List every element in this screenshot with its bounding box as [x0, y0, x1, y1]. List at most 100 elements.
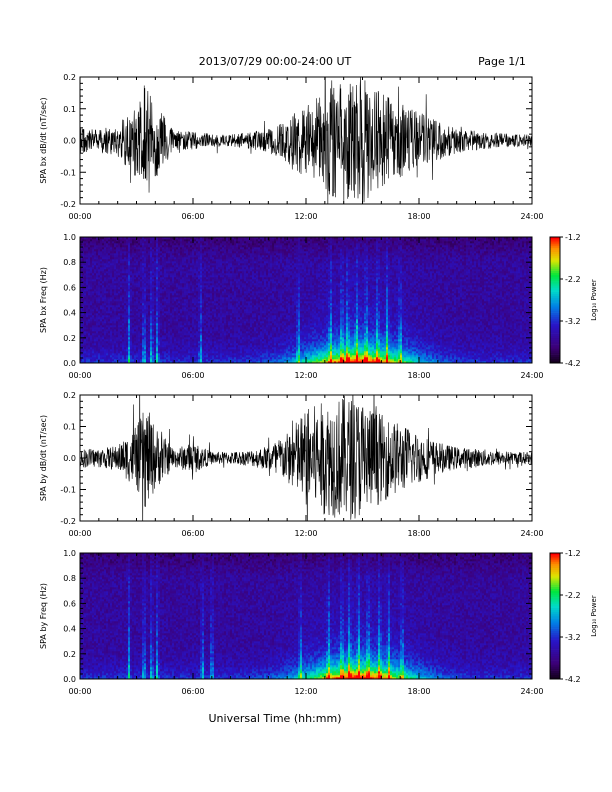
page-number: Page 1/1 [478, 55, 526, 68]
colorbar-bx: -1.2 -2.2 -3.2 -4.2 Log₁₀ Power [549, 233, 598, 368]
colorbar-cell [550, 618, 560, 621]
colorbar-cell [550, 603, 560, 606]
x-tick-label: 00:00 [68, 371, 91, 380]
y-tick-label: 0.0 [63, 359, 76, 368]
y-tick-label: 0.4 [63, 625, 76, 634]
colorbar-cell [550, 580, 560, 583]
colorbar-cell [550, 335, 560, 339]
y-tick-label: 0.2 [63, 650, 76, 659]
colorbar-cell [550, 595, 560, 598]
dbdt-trace [80, 77, 532, 204]
colorbar-cell [550, 565, 560, 568]
y-tick-label: 1.0 [63, 549, 76, 558]
x-tick-label: 12:00 [294, 212, 317, 221]
colorbar-by: -1.2 -2.2 -3.2 -4.2 Log₁₀ Power [549, 549, 598, 684]
colorbar-tick-label: -1.2 [565, 549, 581, 558]
colorbar-cell [550, 597, 560, 600]
colorbar-tick-label: -4.2 [565, 359, 581, 368]
colorbar-cell [550, 350, 560, 353]
colorbar-cell [550, 620, 560, 623]
colorbar-cell [550, 658, 560, 661]
dbdt-trace [80, 395, 532, 521]
x-tick-label: 18:00 [407, 371, 430, 380]
y-tick-label: 0.0 [63, 454, 76, 463]
colorbar-cell [550, 557, 560, 560]
colorbar-cell [550, 264, 560, 267]
colorbar-cell [550, 592, 560, 596]
colorbar-cell [550, 643, 560, 646]
colorbar-cell [550, 649, 560, 652]
colorbar-cell [550, 607, 560, 610]
colorbar-cell [550, 253, 560, 257]
colorbar-cell [550, 287, 560, 290]
colorbar-cell [550, 624, 560, 627]
x-tick-label: 24:00 [520, 529, 543, 538]
x-tick-label: 00:00 [68, 529, 91, 538]
colorbar-tick-label: -3.2 [565, 633, 581, 642]
colorbar-cell [550, 291, 560, 294]
colorbar-cell [550, 354, 560, 357]
y-axis-title: SPA bx Freq (Hz) [39, 267, 48, 333]
by-spectrogram-panel: 00:00 06:00 12:00 18:00 24:00 0.0 0.2 0.4 0.6 0.8… [39, 549, 544, 696]
x-tick-label: 06:00 [181, 529, 204, 538]
colorbar-cell [550, 266, 560, 269]
colorbar-cell [550, 245, 560, 248]
colorbar-cell [550, 578, 560, 581]
colorbar-cell [550, 308, 560, 311]
x-tick-label: 12:00 [294, 529, 317, 538]
colorbar-cell [550, 346, 560, 349]
colorbar-frame [549, 236, 561, 364]
colorbar-cell [550, 306, 560, 309]
colorbar-cell [550, 342, 560, 345]
colorbar-cell [550, 293, 560, 297]
colorbar-cell [550, 274, 560, 278]
colorbar-cell [550, 555, 560, 558]
colorbar-cell [550, 601, 560, 604]
colorbar-cell [550, 674, 560, 678]
colorbar-cell [550, 666, 560, 669]
colorbar-cell [550, 325, 560, 328]
colorbar-cell [550, 279, 560, 282]
y-tick-label: 0.8 [63, 258, 76, 267]
colorbar-cell [550, 352, 560, 355]
y-tick-label: 0.6 [63, 599, 76, 608]
colorbar-cell [550, 312, 560, 315]
colorbar-cell [550, 285, 560, 288]
colorbar-cell [550, 283, 560, 286]
colorbar-cell [550, 318, 560, 322]
y-tick-label: -0.1 [60, 168, 76, 177]
colorbar-cell [550, 260, 560, 263]
colorbar-cell [550, 563, 560, 566]
colorbar-cell [550, 255, 560, 259]
colorbar-cell [550, 360, 560, 364]
colorbar-label: Log₁₀ Power [590, 595, 598, 637]
colorbar-cell [550, 641, 560, 644]
x-tick-label: 24:00 [520, 687, 543, 696]
colorbar-cell [550, 637, 560, 640]
colorbar-cell [550, 329, 560, 332]
colorbar-cell [550, 609, 560, 613]
colorbar-cell [550, 276, 560, 280]
y-tick-label: 0.2 [63, 73, 76, 82]
colorbar-cell [550, 586, 560, 589]
colorbar-tick-label: -3.2 [565, 317, 581, 326]
y-tick-label: 0.2 [63, 391, 76, 400]
colorbar-cell [550, 605, 560, 608]
colorbar-cell [550, 582, 560, 585]
y-tick-label: 0.8 [63, 574, 76, 583]
colorbar-cell [550, 653, 560, 657]
colorbar-frame [549, 552, 561, 680]
y-tick-label: -0.2 [60, 200, 76, 209]
colorbar-cell [550, 626, 560, 629]
x-tick-label: 18:00 [407, 529, 430, 538]
x-tick-label: 06:00 [181, 687, 204, 696]
colorbar-cell [550, 576, 560, 579]
colorbar-cell [550, 670, 560, 673]
colorbar-cell [550, 310, 560, 313]
colorbar-cell [550, 314, 560, 318]
colorbar-cell [550, 584, 560, 587]
y-axis-title: SPA bx dB/dt (nT/sec) [39, 97, 48, 183]
y-tick-label: 0.4 [63, 309, 76, 318]
colorbar-cell [550, 270, 560, 273]
colorbar-cell [550, 258, 560, 261]
